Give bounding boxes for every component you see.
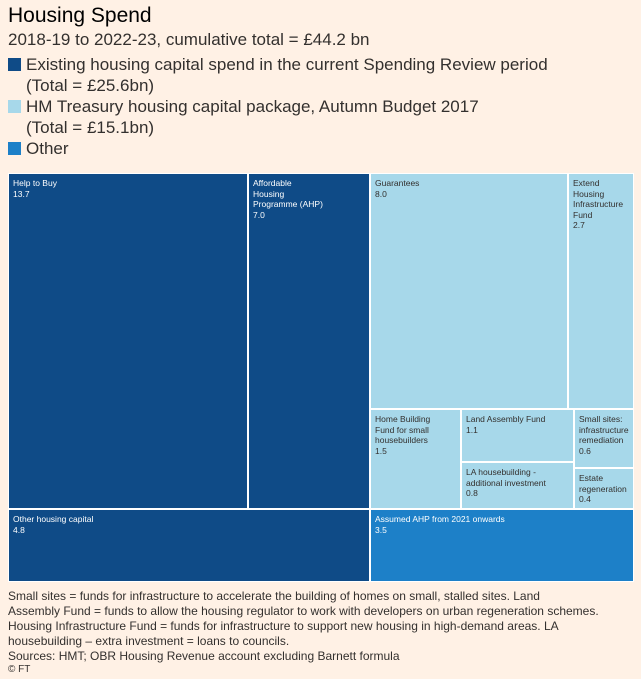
legend-swatch-other <box>8 142 21 155</box>
treemap-cell-label: LA housebuilding - additional investment… <box>466 467 546 498</box>
note-line: Small sites = funds for infrastructure t… <box>8 589 540 603</box>
treemap-cell-label: Affordable Housing Programme (AHP) 7.0 <box>253 178 323 220</box>
chart-subtitle: 2018-19 to 2022-23, cumulative total = £… <box>8 30 370 49</box>
legend-line: Other <box>26 139 69 158</box>
treemap-cell-label: Small sites: infrastructure remediation 0… <box>579 414 629 456</box>
legend-line: HM Treasury housing capital package, Aut… <box>26 97 479 116</box>
ft-credit: © FT <box>8 664 31 675</box>
treemap-cell: Home Building Fund for small housebuilde… <box>370 409 461 509</box>
legend-line: Existing housing capital spend in the cu… <box>26 55 548 74</box>
treemap-cell: LA housebuilding - additional investment… <box>461 462 574 509</box>
treemap-chart: Help to Buy 13.7 Affordable Housing Progra… <box>0 173 641 586</box>
treemap-cell-value: 3.5 <box>375 524 387 535</box>
treemap-cell-value: 7.0 <box>253 209 265 220</box>
treemap-cell: Guarantees 8.0 <box>370 173 568 409</box>
treemap-cell: Small sites: infrastructure remediation 0… <box>574 409 634 468</box>
treemap-cell: Assumed AHP from 2021 onwards 3.5 <box>370 509 634 582</box>
treemap-cell: Land Assembly Fund 1.1 <box>461 409 574 462</box>
legend-item-existing: Existing housing capital spend in the cu… <box>8 54 638 96</box>
treemap-cell-value: 2.7 <box>573 220 585 230</box>
treemap-cell-label: Land Assembly Fund 1.1 <box>466 414 546 435</box>
legend-line: (Total = £15.1bn) <box>26 118 155 137</box>
treemap-cell-value: 13.7 <box>13 188 30 199</box>
treemap-cell-label: Assumed AHP from 2021 onwards 3.5 <box>375 514 505 535</box>
note-line: Assembly Fund = funds to allow the housi… <box>8 604 599 618</box>
treemap-cell-label: Extend Housing Infrastructure Fund 2.7 <box>573 178 624 230</box>
treemap-cell-value: 8.0 <box>375 188 387 199</box>
note-line: housebuilding – extra investment = loans… <box>8 634 290 648</box>
treemap-cell-value: 1.1 <box>466 424 478 435</box>
legend: Existing housing capital spend in the cu… <box>8 54 638 159</box>
legend-label-existing: Existing housing capital spend in the cu… <box>26 54 548 96</box>
legend-label-budget: HM Treasury housing capital package, Aut… <box>26 96 479 138</box>
treemap-cell-value: 4.8 <box>13 524 25 535</box>
treemap-cell-label: Help to Buy 13.7 <box>13 178 57 199</box>
treemap-cell-label: Home Building Fund for small housebuilde… <box>375 414 431 456</box>
treemap-cell-label: Estate regeneration 0.4 <box>579 473 627 504</box>
legend-line: (Total = £25.6bn) <box>26 76 155 95</box>
treemap-cell-label: Guarantees 8.0 <box>375 178 420 199</box>
treemap-cell: Extend Housing Infrastructure Fund 2.7 <box>568 173 634 409</box>
chart-title: Housing Spend <box>8 4 152 27</box>
treemap-cell: Other housing capital 4.8 <box>8 509 370 582</box>
treemap-cell-value: 0.4 <box>579 494 591 504</box>
legend-label-other: Other <box>26 138 69 159</box>
treemap-cell: Help to Buy 13.7 <box>8 173 248 509</box>
note-line: Housing Infrastructure Fund = funds for … <box>8 619 559 633</box>
treemap-cell: Estate regeneration 0.4 <box>574 468 634 509</box>
chart-notes: Small sites = funds for infrastructure t… <box>8 589 638 676</box>
treemap-cell: Affordable Housing Programme (AHP) 7.0 <box>248 173 370 509</box>
treemap-cell-value: 0.8 <box>466 488 478 498</box>
treemap-cell-label: Other housing capital 4.8 <box>13 514 94 535</box>
legend-swatch-existing <box>8 58 21 71</box>
legend-swatch-budget <box>8 100 21 113</box>
treemap-cell-value: 0.6 <box>579 445 591 456</box>
chart-source: Sources: HMT; OBR Housing Revenue accoun… <box>8 649 400 663</box>
legend-item-budget: HM Treasury housing capital package, Aut… <box>8 96 638 138</box>
treemap-cell-value: 1.5 <box>375 445 387 456</box>
legend-item-other: Other <box>8 138 638 159</box>
